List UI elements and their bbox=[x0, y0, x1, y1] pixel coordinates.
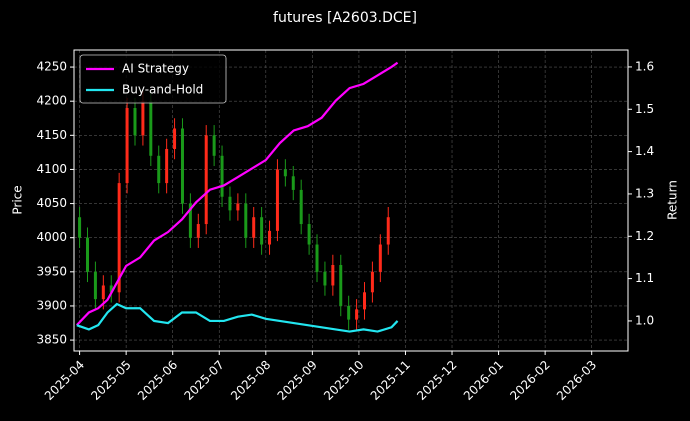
x-tick-label: 2025-12 bbox=[414, 358, 459, 403]
candle-body bbox=[299, 189, 303, 225]
candle-body bbox=[141, 101, 145, 136]
candle-body bbox=[117, 183, 121, 293]
y-tick-label: 4100 bbox=[36, 162, 67, 176]
x-tick-label: 2025-08 bbox=[228, 358, 273, 403]
candle-body bbox=[109, 285, 113, 293]
series-line bbox=[75, 61, 399, 326]
y-tick-label: 3900 bbox=[36, 298, 67, 312]
x-tick-label: 2026-01 bbox=[461, 358, 506, 403]
candle-body bbox=[212, 135, 216, 156]
y2-axis-label: Return bbox=[666, 180, 680, 220]
x-tick-label: 2025-11 bbox=[368, 358, 413, 403]
candle-body bbox=[133, 108, 137, 136]
candle-body bbox=[188, 203, 192, 238]
candle-body bbox=[307, 224, 311, 245]
candle-body bbox=[291, 176, 295, 190]
y-tick-label: 3850 bbox=[36, 333, 67, 347]
x-tick-label: 2025-10 bbox=[321, 358, 366, 403]
candle-body bbox=[386, 217, 390, 245]
candle-body bbox=[339, 265, 343, 306]
x-tick-label: 2026-03 bbox=[554, 358, 599, 403]
candle-body bbox=[86, 237, 90, 272]
candle-body bbox=[125, 108, 129, 184]
candle-body bbox=[228, 196, 232, 211]
y-tick-label: 4150 bbox=[36, 128, 67, 142]
y-tick-label: 3950 bbox=[36, 264, 67, 278]
candle-body bbox=[268, 230, 272, 245]
series-line bbox=[76, 302, 399, 333]
candle-body bbox=[331, 265, 335, 286]
candle-body bbox=[204, 135, 208, 225]
candle-body bbox=[355, 309, 359, 320]
candle-body bbox=[78, 217, 82, 238]
candle-body bbox=[244, 203, 248, 238]
x-tick-label: 2025-06 bbox=[135, 358, 180, 403]
y-tick-label: 4200 bbox=[36, 94, 67, 108]
candle-body bbox=[101, 285, 105, 300]
x-tick-label: 2026-02 bbox=[507, 358, 552, 403]
x-tick-label: 2025-04 bbox=[42, 358, 87, 403]
y2-tick-label: 1.6 bbox=[635, 59, 654, 73]
x-tick-label: 2025-07 bbox=[181, 358, 226, 403]
y2-tick-label: 1.1 bbox=[635, 271, 654, 285]
candle-body bbox=[220, 155, 224, 197]
y2-tick-label: 1.3 bbox=[635, 186, 654, 200]
y2-tick-label: 1.0 bbox=[635, 313, 654, 327]
candle-body bbox=[363, 292, 367, 310]
candle-body bbox=[315, 244, 319, 272]
y-tick-label: 4000 bbox=[36, 230, 67, 244]
legend-box bbox=[79, 54, 227, 104]
candle-body bbox=[275, 169, 279, 231]
candle-body bbox=[252, 217, 256, 238]
y-tick-label: 4250 bbox=[36, 60, 67, 74]
x-tick-label: 2025-05 bbox=[88, 358, 133, 403]
candle-body bbox=[370, 271, 374, 293]
candle-body bbox=[260, 217, 264, 245]
candle-body bbox=[347, 305, 351, 320]
candle-body bbox=[149, 101, 153, 156]
candle-body bbox=[157, 155, 161, 184]
candle-body bbox=[236, 203, 240, 211]
y2-tick-label: 1.4 bbox=[635, 144, 654, 158]
y2-tick-label: 1.5 bbox=[635, 102, 654, 116]
chart-title: futures [A2603.DCE] bbox=[273, 10, 417, 26]
plot-frame bbox=[73, 49, 629, 352]
candle-body bbox=[165, 148, 169, 184]
candle-body bbox=[180, 128, 184, 204]
legend-label: Buy-and-Hold bbox=[122, 83, 203, 97]
y2-tick-label: 1.2 bbox=[635, 229, 654, 243]
candle-body bbox=[196, 224, 200, 238]
y-axis-label: Price bbox=[11, 185, 25, 214]
y-tick-label: 4050 bbox=[36, 196, 67, 210]
candle-body bbox=[378, 244, 382, 272]
x-tick-label: 2025-09 bbox=[275, 358, 320, 403]
candle-body bbox=[173, 128, 177, 149]
legend-label: AI Strategy bbox=[122, 62, 189, 76]
candle-body bbox=[283, 169, 287, 177]
candle-body bbox=[323, 271, 327, 286]
candle-body bbox=[93, 271, 97, 300]
